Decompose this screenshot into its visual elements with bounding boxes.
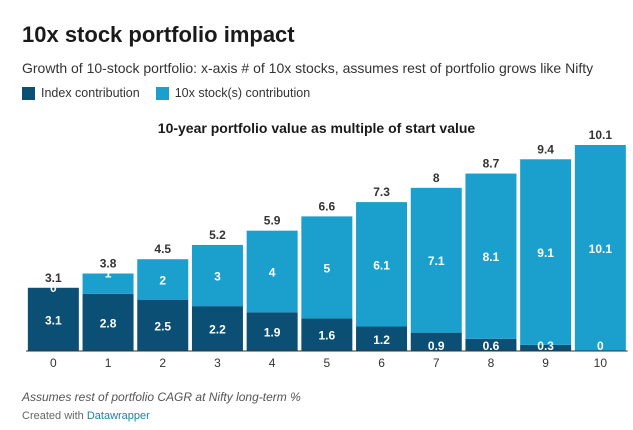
datawrapper-link[interactable]: Datawrapper <box>86 410 150 422</box>
bar-stock-9 <box>520 159 572 345</box>
bar-stock-1 <box>82 273 134 294</box>
label-total-4: 5.9 <box>264 214 281 228</box>
x-tick-3: 3 <box>214 356 221 370</box>
x-tick-0: 0 <box>50 356 57 370</box>
label-total-1: 3.8 <box>100 256 117 270</box>
label-index-1: 2.8 <box>100 316 117 330</box>
bar-index-0 <box>27 287 79 351</box>
bar-stock-7 <box>410 187 462 333</box>
plot-title: 10-year portfolio value as multiple of s… <box>157 120 476 136</box>
label-index-8: 0.6 <box>483 339 500 353</box>
legend-label-stock: 10x stock(s) contribution <box>174 86 311 100</box>
bar-stock-5 <box>301 216 353 319</box>
x-tick-6: 6 <box>378 356 385 370</box>
legend-swatch-stock <box>155 86 169 100</box>
label-total-3: 5.2 <box>209 228 226 242</box>
credit-prefix: Created with <box>22 410 84 422</box>
label-stock-0: 0 <box>50 281 57 295</box>
label-total-5: 6.6 <box>319 199 336 213</box>
bar-stock-8 <box>465 173 517 339</box>
label-stock-3: 3 <box>214 270 221 284</box>
bar-index-1 <box>82 293 134 351</box>
label-total-8: 8.7 <box>483 157 500 171</box>
label-stock-6: 6.1 <box>373 258 390 272</box>
label-total-6: 7.3 <box>373 185 390 199</box>
bar-index-2 <box>137 300 189 351</box>
label-total-2: 4.5 <box>154 242 171 256</box>
chart-title-heading: 10x stock portfolio impact <box>22 22 295 47</box>
label-stock-10: 10.1 <box>589 242 613 256</box>
x-tick-4: 4 <box>269 356 276 370</box>
label-total-10: 10.1 <box>589 128 613 142</box>
credit-line: Created with Datawrapper <box>22 410 150 422</box>
label-stock-9: 9.1 <box>537 246 554 260</box>
bar-index-5 <box>301 318 353 351</box>
label-stock-5: 5 <box>324 261 331 275</box>
label-index-2: 2.5 <box>154 320 171 334</box>
label-total-7: 8 <box>433 171 440 185</box>
bar-index-8 <box>465 338 517 351</box>
legend: Index contribution 10x stock(s) contribu… <box>22 86 326 100</box>
label-stock-2: 2 <box>159 274 166 288</box>
bar-index-9 <box>520 344 572 351</box>
bar-stock-2 <box>137 259 189 301</box>
label-index-10: 0 <box>597 339 604 353</box>
x-tick-7: 7 <box>433 356 440 370</box>
bar-index-7 <box>410 332 462 351</box>
x-tick-5: 5 <box>324 356 331 370</box>
bar-index-6 <box>356 326 408 351</box>
x-tick-9: 9 <box>542 356 549 370</box>
x-tick-8: 8 <box>488 356 495 370</box>
bar-stock-3 <box>191 244 243 307</box>
footnote: Assumes rest of portfolio CAGR at Nifty … <box>22 390 301 404</box>
label-index-5: 1.6 <box>319 329 336 343</box>
bar-stock-4 <box>246 230 298 313</box>
legend-item-stock: 10x stock(s) contribution <box>155 86 311 100</box>
label-total-9: 9.4 <box>537 142 554 156</box>
chart-subtitle: Growth of 10-stock portfolio: x-axis # o… <box>22 60 594 76</box>
legend-swatch-index <box>22 86 35 100</box>
bar-chart: 3.103.102.813.812.524.522.235.231.945.94… <box>26 128 628 370</box>
x-tick-2: 2 <box>159 356 166 370</box>
label-index-7: 0.9 <box>428 339 445 353</box>
label-stock-4: 4 <box>269 265 276 279</box>
bar-stock-10 <box>574 145 626 351</box>
legend-label-index: Index contribution <box>41 86 140 100</box>
label-total-0: 3.1 <box>45 271 62 285</box>
label-index-0: 3.1 <box>45 313 62 327</box>
label-stock-8: 8.1 <box>483 250 500 264</box>
label-stock-7: 7.1 <box>428 254 445 268</box>
legend-item-index: Index contribution <box>22 86 140 100</box>
x-tick-10: 10 <box>594 356 608 370</box>
label-stock-1: 1 <box>105 266 112 280</box>
label-index-3: 2.2 <box>209 323 226 337</box>
label-index-9: 0.3 <box>537 339 554 353</box>
x-tick-1: 1 <box>105 356 112 370</box>
bar-stock-6 <box>356 202 408 327</box>
label-index-4: 1.9 <box>264 326 281 340</box>
label-index-6: 1.2 <box>373 333 390 347</box>
bar-index-4 <box>246 312 298 351</box>
bar-index-3 <box>191 306 243 351</box>
